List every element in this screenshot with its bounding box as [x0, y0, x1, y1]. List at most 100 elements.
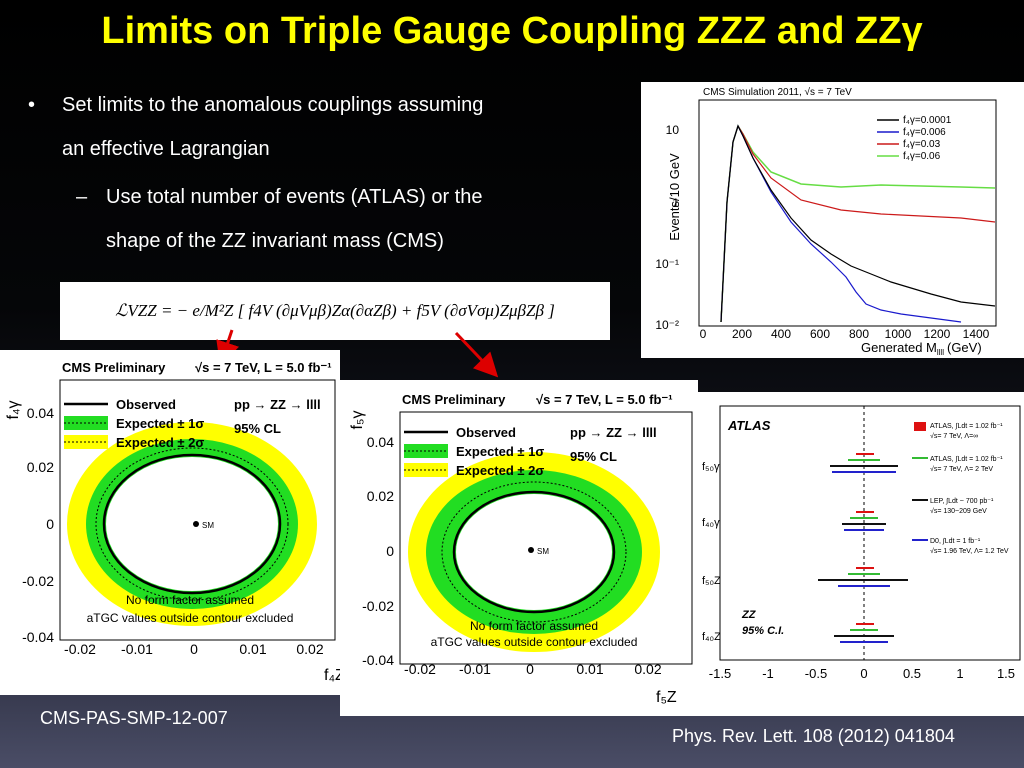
ytick: -0.04	[362, 652, 394, 668]
legend-entry: ATLAS, ∫Ldt = 1.02 fb⁻¹	[930, 423, 1003, 430]
ytick: 0.02	[367, 488, 394, 504]
ytick: 0	[386, 543, 394, 559]
ytick: -0.02	[22, 573, 54, 589]
observed-contour	[452, 490, 616, 614]
curve-f4-0.0001	[720, 124, 996, 323]
row-label: f₄₀Z	[702, 631, 721, 643]
atlas-brand: ATLAS	[727, 418, 771, 433]
legend-entry: f₄γ=0.03	[903, 139, 941, 150]
mass-xticks: 0 200 400 600 800 1000 1200 1400	[700, 327, 990, 341]
legend-entry: f₄γ=0.0001	[903, 115, 952, 126]
xtick: 0.01	[239, 641, 266, 657]
legend-entry: f₄γ=0.06	[903, 151, 941, 162]
atlas-legend: ATLAS, ∫Ldt = 1.02 fb⁻¹ √s= 7 TeV, Λ=∞ A…	[912, 422, 1009, 555]
sub-bullet-marker: –	[76, 186, 88, 208]
xtick: 0.5	[903, 666, 921, 681]
ytick: -0.04	[22, 629, 54, 645]
sm-label: SM	[202, 521, 214, 530]
legend-sub: √s= 1.96 TeV, Λ= 1.2 TeV	[930, 547, 1009, 555]
ytick: 0.04	[367, 434, 394, 450]
legend-1sigma: Expected ± 1σ	[116, 416, 204, 431]
note-form-factor: No form factor assumed	[470, 619, 598, 633]
legend-entry: D0, ∫Ldt = 1 fb⁻¹	[930, 538, 981, 545]
expected-contour	[95, 447, 289, 601]
curve-f4-0.06	[720, 124, 996, 323]
cms-f4-contour-plot: CMS Preliminary √s = 7 TeV, L = 5.0 fb⁻¹…	[0, 350, 345, 695]
legend-sub: √s= 7 TeV, Λ=∞	[930, 432, 978, 440]
row-label: f₄₀γ	[702, 517, 720, 529]
cms-reference: CMS-PAS-SMP-12-007	[40, 708, 228, 728]
row-label: f₅₀Z	[702, 575, 721, 587]
xtick: 0	[190, 641, 198, 657]
legend-1sigma: Expected ± 1σ	[456, 444, 544, 459]
cl-label: 95% CL	[234, 421, 281, 436]
xtick: -0.02	[404, 661, 436, 677]
legend-2sigma: Expected ± 2σ	[456, 463, 544, 478]
legend-entry: ATLAS, ∫Ldt = 1.02 fb⁻¹	[930, 456, 1003, 463]
legend-sub: √s= 130~209 GeV	[930, 507, 987, 515]
legend-2sigma: Expected ± 2σ	[116, 435, 204, 450]
sub-bullet-line2: shape of the ZZ invariant mass (CMS)	[106, 230, 444, 252]
legend-observed: Observed	[116, 397, 176, 412]
curve-f4-0.03	[720, 124, 996, 323]
inner-region	[106, 457, 278, 591]
bullet-text-line2: an effective Lagrangian	[62, 138, 270, 160]
plot-xlabel: f₄Z	[324, 667, 340, 684]
plot-frame	[719, 405, 1021, 661]
ytick: 0.02	[27, 459, 54, 475]
legend-observed: Observed	[456, 425, 516, 440]
note-form-factor: No form factor assumed	[126, 593, 254, 607]
xtick: 0	[526, 661, 534, 677]
limit-bars	[818, 453, 908, 643]
legend-sub: √s= 7 TeV, Λ= 2 TeV	[930, 465, 993, 473]
xtick: 800	[849, 327, 869, 341]
ytick: 0	[46, 516, 54, 532]
ytick: 0.04	[27, 405, 54, 421]
plot-ylabel: f₅γ	[349, 411, 366, 430]
xtick: 1	[956, 666, 963, 681]
plot-xlabel: f₅Z	[656, 689, 677, 706]
yticks: 0.04 0.02 0 -0.02 -0.04	[362, 434, 394, 668]
xtick: 0	[860, 666, 867, 681]
xtick: 0.02	[296, 641, 323, 657]
atlas-limits-plot: ATLAS f₅₀γ f₄₀γ f₅₀Z f₄₀Z ZZ 95% C.I. AT…	[698, 392, 1024, 716]
xtick: -0.01	[459, 661, 491, 677]
plot-header-right: √s = 7 TeV, L = 5.0 fb⁻¹	[195, 360, 332, 375]
mass-plot-xlabel: Generated Mllll (GeV)	[861, 340, 982, 357]
bullet-text-line1: Set limits to the anomalous couplings as…	[62, 94, 484, 116]
ci-label: 95% C.I.	[742, 625, 784, 637]
observed-contour	[102, 453, 282, 595]
ytick: 1	[672, 196, 679, 210]
process-label: pp → ZZ → llll	[570, 425, 657, 440]
mass-distribution-plot: CMS Simulation 2011, √s = 7 TeV Events/1…	[641, 82, 1024, 358]
formula-text: ℒVZZ = − e/M²Z [ f4V (∂μVμβ)Zα(∂αZβ) + f…	[115, 301, 555, 320]
ytick: -0.02	[362, 598, 394, 614]
xtick: 1000	[885, 327, 912, 341]
arrow-to-f5	[454, 331, 499, 378]
ytick: 10	[666, 123, 680, 137]
xticks: -0.02 -0.01 0 0.01 0.02	[64, 641, 324, 657]
bullet-marker: •	[28, 94, 36, 116]
ytick: 10⁻¹	[655, 257, 679, 271]
lagrangian-formula: ℒVZZ = − e/M²Z [ f4V (∂μVμβ)Zα(∂αZβ) + f…	[60, 282, 610, 340]
mass-plot-header: CMS Simulation 2011, √s = 7 TeV	[703, 86, 852, 98]
plot-legend: Observed Expected ± 1σ Expected ± 2σ pp …	[64, 397, 321, 450]
xtick: 1400	[963, 327, 990, 341]
xtick: 1.5	[997, 666, 1015, 681]
row-label: f₅₀γ	[702, 461, 720, 473]
xtick: 400	[771, 327, 791, 341]
sm-point	[193, 521, 199, 527]
xtick: -0.5	[805, 666, 827, 681]
xtick: -0.01	[121, 641, 153, 657]
mass-plot-frame	[698, 99, 997, 327]
note-excluded: aTGC values outside contour excluded	[431, 635, 638, 649]
yticks: 0.04 0.02 0 -0.02 -0.04	[22, 405, 54, 645]
zz-label: ZZ	[741, 609, 757, 621]
ytick: 10⁻²	[655, 318, 679, 332]
atlas-reference: Phys. Rev. Lett. 108 (2012) 041804	[672, 726, 955, 746]
row-labels: f₅₀γ f₄₀γ f₅₀Z f₄₀Z	[702, 461, 721, 643]
plot-legend: Observed Expected ± 1σ Expected ± 2σ pp …	[404, 425, 657, 478]
xtick: 0	[700, 327, 707, 341]
note-excluded: aTGC values outside contour excluded	[87, 611, 294, 625]
sm-label: SM	[537, 547, 549, 556]
